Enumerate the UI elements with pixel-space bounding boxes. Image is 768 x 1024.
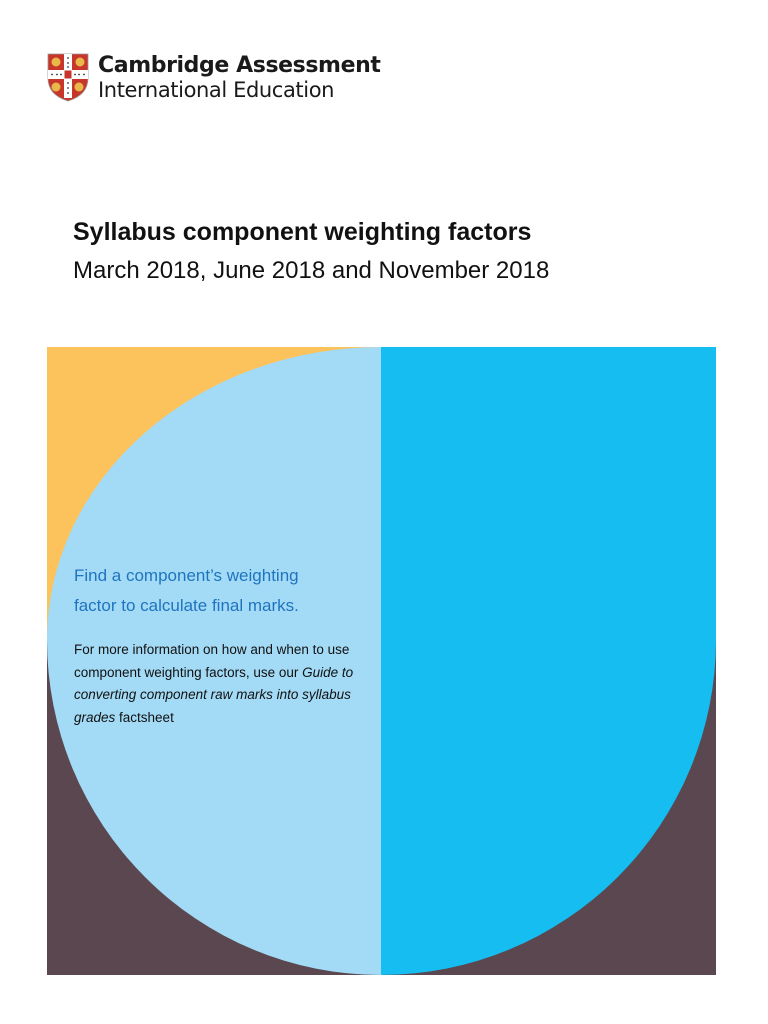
brand-logo: Cambridge Assessment International Educa… xyxy=(46,52,381,102)
logo-line-2: International Education xyxy=(98,77,335,102)
cover-graphic xyxy=(47,347,716,975)
lead-line-1: Find a component’s weighting xyxy=(74,566,299,585)
decorative-shapes xyxy=(47,347,716,975)
document-title: Syllabus component weighting factors xyxy=(73,218,532,246)
logo-line-1: Cambridge Assessment xyxy=(98,52,381,78)
lead-text: Find a component’s weighting factor to c… xyxy=(74,561,374,621)
info-text-1: For more information on how and when to … xyxy=(74,642,350,680)
cambridge-crest-icon xyxy=(47,53,89,102)
info-paragraph: For more information on how and when to … xyxy=(74,639,374,729)
info-text-2: factsheet xyxy=(115,709,174,725)
lead-line-2: factor to calculate final marks. xyxy=(74,596,299,615)
guide-title-link[interactable]: Guide to converting component raw marks … xyxy=(74,664,354,725)
document-subtitle: March 2018, June 2018 and November 2018 xyxy=(73,257,550,284)
